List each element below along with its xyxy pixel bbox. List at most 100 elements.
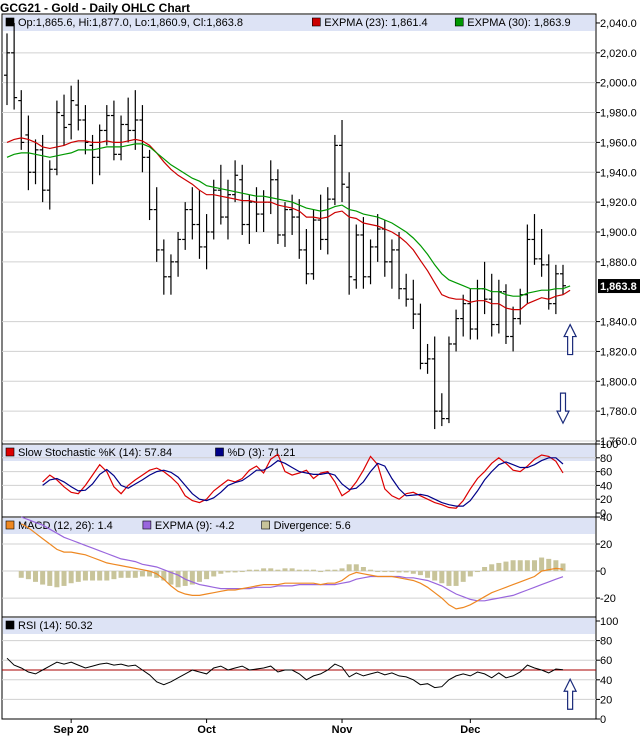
stoch-tick-label: 20	[600, 494, 612, 506]
macd-tick-label: -20	[600, 593, 616, 605]
divergence-bar	[33, 571, 39, 582]
ohlc-bar	[89, 134, 96, 185]
stoch-tick-label: 100	[600, 439, 618, 451]
divergence-bar	[339, 568, 345, 572]
divergence-bar	[375, 571, 381, 573]
macd-panel: 40 20 0 -20 MACD (12, 26): 1.4 EXPMA (9): -4.…	[1, 512, 616, 618]
ohlc-bar	[210, 179, 217, 240]
divergence-bar	[204, 571, 210, 580]
x-tick-label: Nov	[332, 724, 354, 736]
ohlc-bar	[367, 239, 374, 285]
ohlc-bar	[560, 264, 566, 295]
divergence-bar	[396, 571, 402, 573]
x-tick-label: Dec	[460, 724, 480, 736]
ohlc-bar	[189, 187, 196, 240]
macd-legend-text: EXPMA (9): -4.2	[155, 520, 234, 532]
macd-tick-label: 20	[600, 539, 612, 551]
divergence-bar	[553, 560, 559, 572]
ohlc-bar	[545, 254, 552, 310]
divergence-bar	[546, 558, 552, 572]
divergence-bar	[232, 571, 238, 573]
divergence-bar	[467, 571, 473, 577]
ohlc-bar	[18, 90, 25, 150]
signal-arrow-up	[563, 323, 578, 356]
price-legend-text: Op:1,865.6, Hi:1,877.0, Lo:1,860.9, Cl:1…	[18, 17, 243, 29]
stoch-legend-swatch	[5, 447, 15, 457]
divergence-bar	[25, 571, 31, 580]
ohlc-bar	[346, 172, 353, 295]
ohlc-bar	[317, 194, 324, 250]
x-axis: Sep 20 Oct Nov Dec	[53, 719, 480, 736]
stoch-legend-bar	[3, 445, 595, 461]
price-tick-label: 1,780.0	[600, 406, 637, 418]
macd-legend-swatch	[142, 520, 152, 530]
divergence-bar	[47, 571, 53, 586]
ohlc-bar	[239, 164, 246, 235]
divergence-bar	[560, 563, 566, 572]
ohlc-bar	[396, 231, 403, 300]
ohlc-bar	[403, 273, 410, 307]
ohlc-bar	[75, 79, 82, 131]
divergence-bar	[132, 571, 138, 578]
stoch-legend-text: Slow Stochastic %K (14): 57.84	[18, 447, 172, 459]
rsi-legend-bar	[3, 618, 595, 634]
ohlc-bar	[331, 134, 338, 206]
divergence-bar	[97, 571, 103, 581]
macd-legend-swatch	[5, 520, 15, 530]
ohlc-bar	[110, 100, 117, 161]
x-tick-label: Oct	[197, 724, 216, 736]
rsi-tick-label: 60	[600, 655, 612, 667]
rsi-legend-text: RSI (14): 50.32	[18, 620, 93, 632]
ohlc-bar	[4, 33, 10, 106]
ohlc-bar	[538, 229, 545, 277]
divergence-bar	[332, 569, 338, 572]
divergence-bar	[218, 571, 224, 574]
ohlc-bar	[417, 303, 424, 370]
divergence-bar	[539, 557, 545, 572]
divergence-bar	[211, 571, 217, 577]
ohlc-bar	[125, 97, 132, 143]
ohlc-bar	[203, 214, 210, 270]
ohlc-bar	[445, 336, 452, 424]
ohlc-bar	[146, 149, 153, 221]
ohlc-bar	[374, 214, 381, 262]
divergence-bar	[474, 571, 480, 573]
ohlc-bar	[552, 264, 559, 315]
divergence-bar	[147, 571, 153, 577]
divergence-bar	[275, 569, 281, 572]
ohlc-bar	[324, 187, 331, 255]
price-panel: 2,040.0 2,020.0 2,000.0 1,980.0 1,960.0 1,940…	[1, 13, 640, 448]
chart-title: GCG21 - Gold - Daily OHLC Chart	[0, 1, 190, 15]
divergence-bar	[389, 571, 395, 573]
divergence-bar	[125, 571, 131, 578]
divergence-bar	[510, 560, 516, 572]
price-tick-label: 2,020.0	[600, 48, 637, 60]
ohlc-bar	[82, 105, 89, 155]
price-legend-text: EXPMA (23): 1,861.4	[324, 17, 427, 29]
divergence-bar	[68, 571, 74, 584]
ohlc-bar	[61, 94, 68, 146]
divergence-bar	[382, 571, 388, 573]
x-tick-label: Sep 20	[53, 724, 88, 736]
divergence-bar	[531, 560, 537, 572]
ohlc-bar	[160, 239, 167, 295]
stoch-tick-label: 80	[600, 453, 612, 465]
ohlc-bar	[175, 231, 182, 277]
ohlc-bar	[182, 202, 189, 250]
divergence-bar	[18, 571, 24, 578]
ohlc-bar	[438, 393, 445, 427]
price-tick-label: 1,820.0	[600, 346, 637, 358]
divergence-bar	[111, 571, 117, 580]
price-tick-label: 1,880.0	[600, 257, 637, 269]
ohlc-bar	[410, 279, 417, 330]
divergence-bar	[261, 568, 267, 572]
price-tick-label: 1,920.0	[600, 197, 637, 209]
ohlc-bar	[196, 190, 203, 259]
divergence-bar	[54, 571, 60, 588]
rsi-tick-label: 20	[600, 694, 612, 706]
divergence-bar	[410, 571, 416, 574]
stoch-legend-swatch	[215, 447, 224, 457]
divergence-bar	[225, 571, 231, 573]
macd-tick-label: 0	[600, 566, 606, 578]
